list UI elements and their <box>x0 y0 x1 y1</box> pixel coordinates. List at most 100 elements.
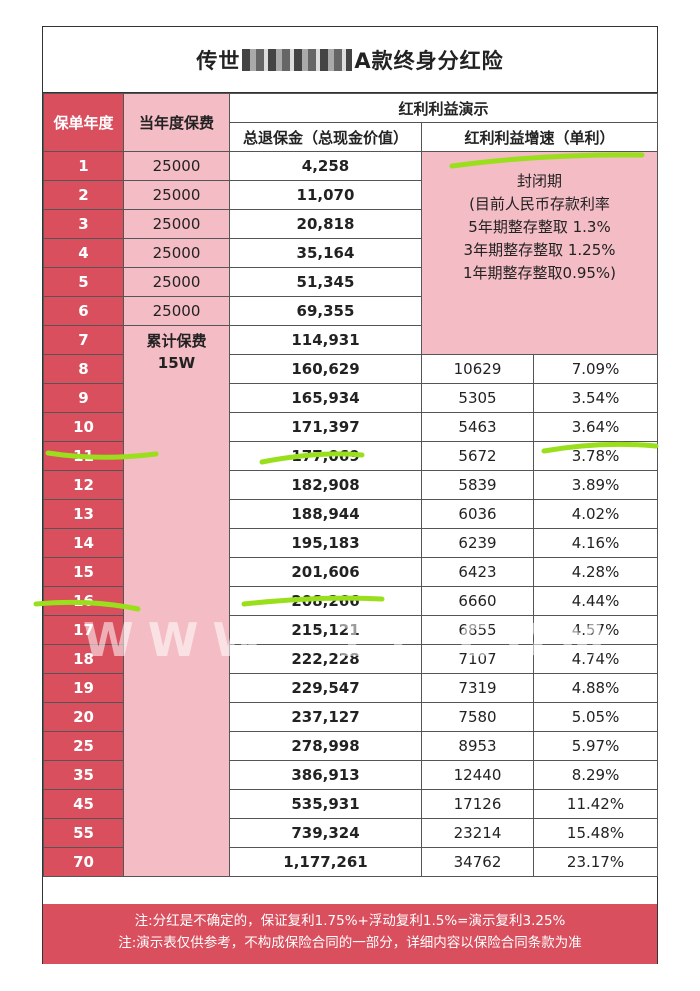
bonus-rate-cell: 7.09% <box>532 354 659 384</box>
bonus-amount-cell: 5463 <box>421 412 534 442</box>
title-suffix: A款终身分红险 <box>354 48 504 73</box>
year-cell: 20 <box>43 702 124 732</box>
year-cell: 13 <box>43 499 124 529</box>
year-cell: 55 <box>43 818 124 848</box>
table-row: 6 25000 69,355 <box>43 296 658 326</box>
table-row: 17 215,121 6855 4.57% <box>43 615 659 645</box>
table-row: 1 25000 4,258 封闭期 (目前人民币存款利率 5年期整存整取 1.3% 3年期整… <box>43 151 659 355</box>
bonus-amount-cell: 5305 <box>421 383 534 413</box>
bonus-rate-cell: 5.97% <box>532 731 659 761</box>
benefit-table: 保单年度 当年度保费 红利利益演示 总退保金（总现金价值） 红利利益增速（单利） 1 250… <box>43 93 659 877</box>
cash-value-cell: 222,228 <box>229 644 422 674</box>
table-row: 19 229,547 7319 4.88% <box>43 673 659 703</box>
cash-value-cell: 208,266 <box>229 586 422 616</box>
table-row: 20 237,127 7580 5.05% <box>43 702 659 732</box>
closed-period-line: (目前人民币存款利率 <box>469 195 610 213</box>
year-cell: 15 <box>43 557 124 587</box>
cash-value-cell: 278,998 <box>229 731 422 761</box>
table-row: 35 386,913 12440 8.29% <box>43 760 659 790</box>
year-cell: 11 <box>43 441 124 471</box>
premium-cell: 25000 <box>123 209 230 239</box>
year-cell: 16 <box>43 586 124 616</box>
cash-value-cell: 1,177,261 <box>229 847 422 877</box>
year-cell: 9 <box>43 383 124 413</box>
closed-period-line: 1年期整存整取0.95%) <box>462 264 617 282</box>
premium-total-line: 15W <box>157 354 196 372</box>
bonus-amount-cell: 7319 <box>421 673 534 703</box>
note-line-2: 注:演示表仅供参考，不构成保险合同的一部分，详细内容以保险合同条款为准 <box>118 935 582 951</box>
bonus-amount-cell: 6855 <box>421 615 534 645</box>
bonus-rate-cell: 23.17% <box>532 847 659 877</box>
cash-value-cell: 171,397 <box>229 412 422 442</box>
cash-value-cell: 182,908 <box>229 470 422 500</box>
year-cell: 18 <box>43 644 124 674</box>
bonus-amount-cell: 6423 <box>421 557 534 587</box>
footnotes: 注:分红是不确定的，保证复利1.75%+浮动复利1.5%=演示复利3.25% 注… <box>43 904 657 964</box>
cash-value-cell: 4,258 <box>229 151 422 181</box>
premium-total-line: 累计保费 <box>146 332 207 350</box>
bonus-rate-cell: 4.88% <box>532 673 659 703</box>
year-cell: 35 <box>43 760 124 790</box>
document-title: 传世 A款终身分红险 <box>43 27 657 93</box>
cash-value-cell: 51,345 <box>229 267 422 297</box>
table-row: 45 535,931 17126 11.42% <box>43 789 659 819</box>
header-cash-value: 总退保金（总现金价值） <box>229 122 422 152</box>
year-cell: 5 <box>43 267 124 297</box>
cash-value-cell: 11,070 <box>229 180 422 210</box>
premium-cell: 25000 <box>123 180 230 210</box>
bonus-amount-cell: 6660 <box>421 586 534 616</box>
header-bonus-growth: 红利利益增速（单利） <box>420 122 659 152</box>
header-row: 总退保金（总现金价值） 红利利益增速（单利） <box>44 122 659 152</box>
premium-cell: 25000 <box>123 267 230 297</box>
table-row: 18 222,228 7107 4.74% <box>43 644 659 674</box>
year-cell: 12 <box>43 470 124 500</box>
year-cell: 6 <box>43 296 124 326</box>
bonus-rate-cell: 3.78% <box>532 441 659 471</box>
premium-cell: 25000 <box>123 296 230 326</box>
year-cell: 14 <box>43 528 124 558</box>
year-cell: 2 <box>43 180 124 210</box>
bonus-amount-cell: 8953 <box>421 731 534 761</box>
premium-cell: 25000 <box>123 151 230 181</box>
insurance-table-sheet: 传世 A款终身分红险 保单年度 当年度保费 红利利益演示 总退保金（总现金价值） 红利利… <box>42 26 659 964</box>
cash-value-cell: 114,931 <box>229 325 422 355</box>
table-row: 2 25000 11,070 <box>43 180 658 210</box>
bonus-amount-cell: 17126 <box>421 789 534 819</box>
cash-value-cell: 20,818 <box>229 209 422 239</box>
closed-period-line: 3年期整存整取 1.25% <box>463 241 616 259</box>
bonus-amount-cell: 7107 <box>421 644 534 674</box>
premium-total-cell: 累计保费 15W <box>123 325 230 877</box>
bonus-amount-cell: 5672 <box>421 441 534 471</box>
table-row: 4 25000 35,164 <box>43 238 658 268</box>
table-row: 55 739,324 23214 15.48% <box>43 818 659 848</box>
cash-value-cell: 35,164 <box>229 238 422 268</box>
cash-value-cell: 195,183 <box>229 528 422 558</box>
year-cell: 10 <box>43 412 124 442</box>
bonus-rate-cell: 5.05% <box>532 702 659 732</box>
bonus-amount-cell: 6036 <box>421 499 534 529</box>
year-cell: 3 <box>43 209 124 239</box>
header-premium: 当年度保费 <box>123 93 230 152</box>
table-row: 10 171,397 5463 3.64% <box>43 412 659 442</box>
table-row: 9 165,934 5305 3.54% <box>43 383 659 413</box>
closed-period-note: 封闭期 (目前人民币存款利率 5年期整存整取 1.3% 3年期整存整取 1.25% 1年… <box>420 151 659 355</box>
bonus-rate-cell: 4.44% <box>532 586 659 616</box>
cash-value-cell: 201,606 <box>229 557 422 587</box>
bonus-amount-cell: 5839 <box>421 470 534 500</box>
bonus-amount-cell: 34762 <box>421 847 534 877</box>
year-cell: 45 <box>43 789 124 819</box>
cash-value-cell: 229,547 <box>229 673 422 703</box>
bonus-amount-cell: 23214 <box>421 818 534 848</box>
table-row: 15 201,606 6423 4.28% <box>43 557 659 587</box>
bonus-rate-cell: 3.64% <box>532 412 659 442</box>
premium-cell: 25000 <box>123 238 230 268</box>
header-year: 保单年度 <box>43 93 124 152</box>
table-row: 70 1,177,261 34762 23.17% <box>43 847 659 877</box>
note-line-1: 注:分红是不确定的，保证复利1.75%+浮动复利1.5%=演示复利3.25% <box>134 913 566 929</box>
bonus-rate-cell: 4.74% <box>532 644 659 674</box>
year-cell: 4 <box>43 238 124 268</box>
bonus-rate-cell: 4.16% <box>532 528 659 558</box>
year-cell: 8 <box>43 354 124 384</box>
cash-value-cell: 535,931 <box>229 789 422 819</box>
cash-value-cell: 237,127 <box>229 702 422 732</box>
